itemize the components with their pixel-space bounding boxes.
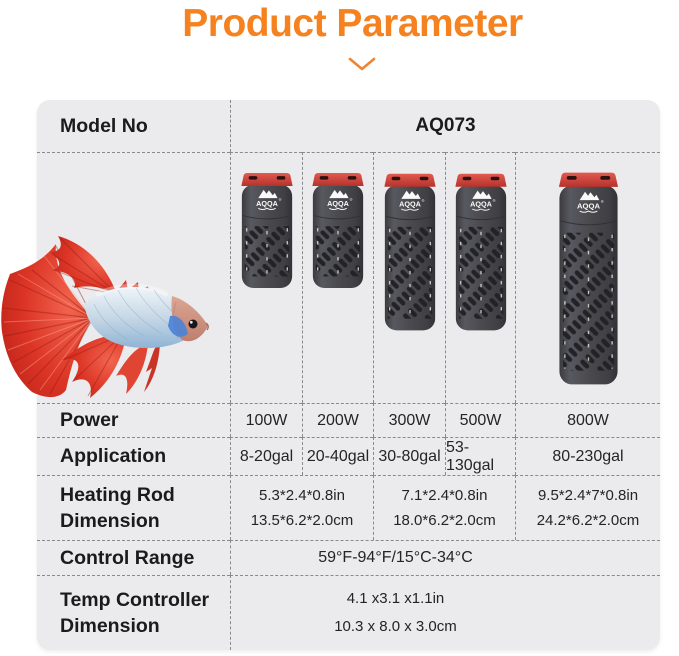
- control-range-value: 59°F-94°F/15°C-34°C: [230, 540, 660, 575]
- model-number: AQ073: [230, 100, 660, 152]
- application-value: 20-40gal: [302, 437, 373, 475]
- model-row-label: Model No: [60, 114, 148, 137]
- dimension-in: 4.1 x3.1 x1.1in: [346, 590, 445, 607]
- application-row-label: Application: [37, 437, 230, 475]
- application-value: 8-20gal: [230, 437, 302, 475]
- control-range-row-label: Control Range: [37, 540, 230, 575]
- dimension-cm: 24.2*6.2*2.0cm: [536, 512, 640, 529]
- heating-rod-dimension: 7.1*2.4*0.8in 18.0*6.2*2.0cm: [373, 475, 515, 540]
- power-value: 200W: [302, 403, 373, 437]
- heater-image-300w: [373, 152, 445, 403]
- heater-image-100w: [230, 152, 302, 403]
- application-value: 80-230gal: [515, 437, 660, 475]
- heater-image-500w: [445, 152, 515, 403]
- heating-rod-label-line2: Dimension: [60, 510, 160, 532]
- application-value: 53-130gal: [445, 437, 515, 475]
- temp-controller-row-label: Temp Controller Dimension: [37, 575, 230, 650]
- application-value: 30-80gal: [373, 437, 445, 475]
- power-value: 500W: [445, 403, 515, 437]
- heating-rod-dimension: 9.5*2.4*7*0.8in 24.2*6.2*2.0cm: [515, 475, 660, 540]
- power-value: 800W: [515, 403, 660, 437]
- power-row-label: Power: [37, 403, 230, 437]
- dimension-in: 9.5*2.4*7*0.8in: [537, 487, 639, 504]
- page-title: Product Parameter: [182, 2, 523, 45]
- betta-fish-image: [1, 236, 209, 398]
- power-value: 300W: [373, 403, 445, 437]
- heating-rod-dimension: 5.3*2.4*0.8in 13.5*6.2*2.0cm: [230, 475, 373, 540]
- dimension-in: 5.3*2.4*0.8in: [259, 487, 345, 504]
- temp-controller-label-line1: Temp Controller: [60, 589, 210, 611]
- image-row-spacer: [37, 152, 230, 403]
- power-value: 100W: [230, 403, 302, 437]
- temp-controller-label-line2: Dimension: [60, 615, 160, 637]
- dimension-in: 7.1*2.4*0.8in: [401, 487, 488, 504]
- spec-table: Model No AQ073 Power 100W 200W 300W 500W…: [37, 100, 660, 650]
- chevron-down-icon: [348, 57, 376, 71]
- heater-image-800w: [515, 152, 660, 403]
- heating-rod-label-line1: Heating Rod: [60, 484, 175, 506]
- dimension-cm: 13.5*6.2*2.0cm: [250, 512, 354, 529]
- heater-image-200w: [302, 152, 373, 403]
- dimension-cm: 10.3 x 8.0 x 3.0cm: [334, 618, 457, 635]
- temp-controller-dimension: 4.1 x3.1 x1.1in 10.3 x 8.0 x 3.0cm: [230, 575, 660, 650]
- heating-rod-row-label: Heating Rod Dimension: [37, 475, 230, 540]
- dimension-cm: 18.0*6.2*2.0cm: [393, 512, 496, 529]
